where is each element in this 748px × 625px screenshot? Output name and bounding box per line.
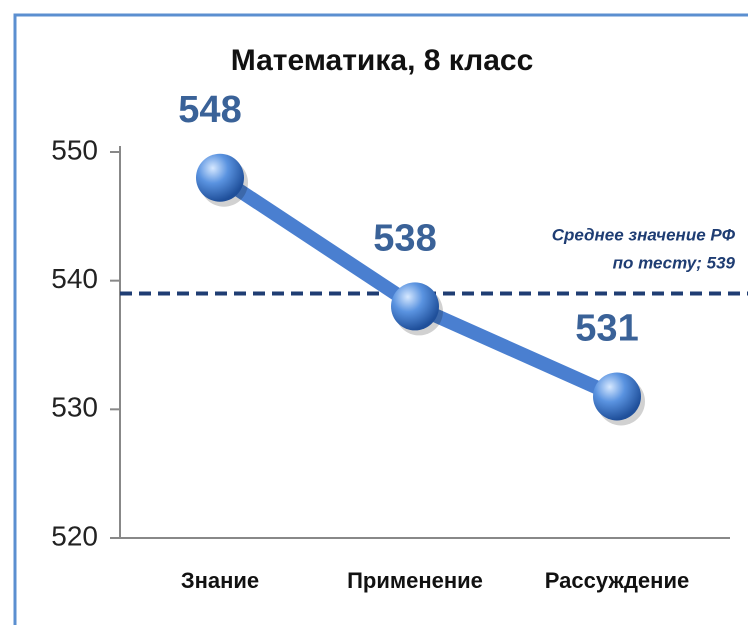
data-label: 538	[373, 217, 436, 259]
y-tick-label: 540	[51, 263, 98, 294]
reference-label: по тесту; 539	[613, 253, 736, 272]
point	[196, 153, 244, 202]
y-tick-label: 520	[51, 520, 98, 551]
x-tick-label: Применение	[347, 568, 483, 593]
point	[391, 282, 439, 331]
reference-label: Среднее значение РФ	[552, 225, 736, 244]
frame	[13, 13, 748, 625]
data-label: 531	[575, 307, 638, 349]
y-tick-label: 530	[51, 392, 98, 423]
data-label: 548	[178, 89, 241, 131]
chart-title: Математика, 8 класс	[231, 44, 534, 77]
point	[593, 372, 641, 421]
x-tick-label: Знание	[181, 568, 259, 593]
y-tick-label: 550	[51, 134, 98, 165]
x-tick-label: Рассуждение	[545, 568, 689, 593]
